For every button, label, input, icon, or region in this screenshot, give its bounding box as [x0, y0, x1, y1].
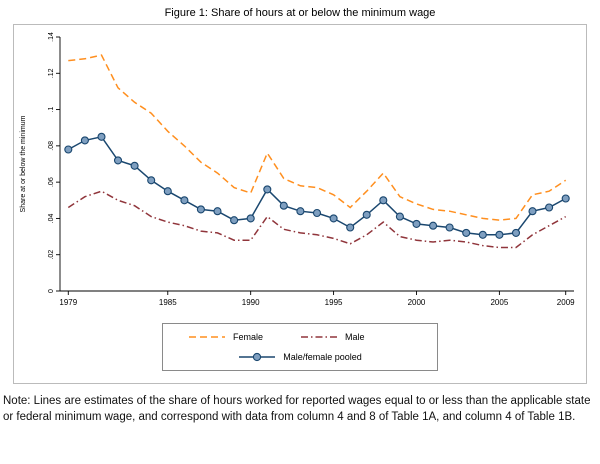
y-tick-label: .12: [48, 68, 55, 78]
legend-row-2: Male/female pooled: [169, 347, 431, 367]
marker-male-female-pooled: [445, 223, 454, 232]
y-axis-title: Share at or below the minimum: [20, 115, 27, 212]
y-tick-label: .14: [48, 32, 55, 42]
x-tick-label: 1985: [159, 298, 177, 307]
series-female: [68, 54, 567, 221]
male-line-key-icon: [301, 336, 337, 338]
female-line-key-icon: [189, 336, 225, 338]
marker-male-female-pooled: [296, 207, 305, 216]
legend-label-pooled: Male/female pooled: [283, 352, 362, 362]
marker-male-female-pooled: [462, 228, 471, 237]
graph-region: 0 .02 .04 .06 .08 .1 .12 .14 1979 1985 1990 1995 200…: [13, 24, 587, 384]
pooled-line-key-icon: [239, 352, 276, 362]
marker-male-female-pooled: [561, 194, 570, 203]
marker-male-female-pooled: [528, 207, 537, 216]
y-tick-label: .02: [48, 250, 55, 260]
marker-male-female-pooled: [329, 214, 338, 223]
legend-row-1: Female Male: [169, 327, 431, 347]
series-line-male-female-pooled: [67, 135, 567, 236]
legend-label-male: Male: [345, 332, 365, 342]
x-tick-label: 2000: [408, 298, 426, 307]
y-tick-label: .06: [48, 177, 55, 187]
marker-male-female-pooled: [312, 208, 322, 218]
figure-1: Figure 1: Share of hours at or below the…: [3, 7, 591, 424]
legend-item-male: Male: [300, 332, 412, 342]
marker-male-female-pooled: [230, 216, 239, 225]
marker-male-female-pooled: [412, 219, 421, 228]
x-tick-label: 2009: [557, 298, 575, 307]
plot-area: 0 .02 .04 .06 .08 .1 .12 .14 1979 1985 1990 1995 200…: [20, 32, 575, 307]
marker-male-female-pooled: [246, 214, 255, 223]
marker-male-female-pooled: [147, 176, 156, 185]
x-tick-label: 1979: [59, 298, 77, 307]
y-tick-label: .04: [48, 213, 55, 223]
marker-male-female-pooled: [429, 221, 438, 230]
y-tick-label: .1: [48, 107, 55, 113]
marker-male-female-pooled: [196, 205, 205, 214]
marker-male-female-pooled: [379, 196, 388, 205]
figure-title: Figure 1: Share of hours at or below the…: [164, 7, 436, 19]
x-tick-label: 1990: [242, 298, 260, 307]
marker-male-female-pooled: [545, 203, 554, 212]
series-male: [67, 190, 567, 249]
marker-male-female-pooled: [163, 187, 172, 196]
series-line-male: [67, 190, 567, 249]
marker-male-female-pooled: [362, 210, 371, 219]
note-text: Note: Lines are estimates of the share o…: [3, 395, 591, 424]
x-tick-label: 2005: [490, 298, 508, 307]
y-tick-label: 0: [48, 289, 55, 293]
marker-male-female-pooled: [113, 156, 123, 165]
legend: Female Male Male/female pooled: [162, 323, 438, 371]
x-tick-label: 1995: [325, 298, 343, 307]
legend-label-female: Female: [233, 332, 264, 342]
series-line-female: [68, 54, 567, 221]
legend-item-female: Female: [188, 332, 300, 342]
marker-male-female-pooled: [478, 230, 487, 239]
marker-male-female-pooled: [279, 201, 288, 210]
marker-male-female-pooled: [97, 132, 106, 141]
marker-male-female-pooled: [80, 136, 89, 145]
marker-male-female-pooled: [180, 196, 189, 205]
marker-male-female-pooled: [511, 228, 521, 237]
marker-male-female-pooled: [395, 212, 404, 221]
marker-male-female-pooled: [263, 185, 272, 194]
y-tick-label: .08: [48, 141, 55, 151]
marker-male-female-pooled: [64, 145, 73, 154]
legend-item-pooled: Male/female pooled: [238, 351, 362, 363]
marker-male-female-pooled: [130, 161, 139, 170]
marker-male-female-pooled: [346, 223, 355, 232]
marker-male-female-pooled: [495, 230, 504, 239]
series-male-female-pooled: [64, 132, 570, 239]
marker-male-female-pooled: [213, 207, 222, 216]
